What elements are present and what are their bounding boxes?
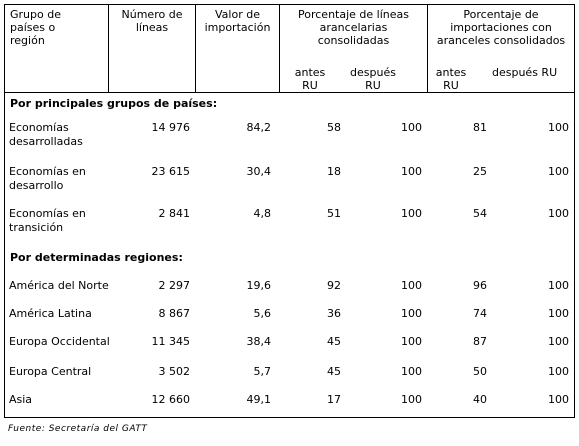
cell-value: 4,8 — [253, 207, 272, 220]
cell-lines-after: 100 — [401, 207, 422, 220]
header-divider — [427, 5, 428, 93]
header-divider — [195, 5, 196, 93]
header-pct-lines: Porcentaje de líneas arancelarias consol… — [298, 8, 409, 47]
cell-imports-after: 100 — [548, 335, 569, 348]
header-divider — [108, 5, 109, 93]
row-label: América del Norte — [9, 279, 109, 292]
cell-value: 30,4 — [246, 165, 272, 178]
header-value: Valor de importación — [204, 8, 271, 34]
cell-imports-before: 25 — [473, 165, 487, 178]
row-label: América Latina — [9, 307, 92, 320]
cell-value: 84,2 — [246, 121, 272, 134]
row-label: Economías desarrolladas — [9, 121, 83, 148]
cell-imports-before: 40 — [473, 393, 487, 406]
row-label: Economías en transición — [9, 207, 86, 234]
header-after: después RU — [350, 66, 396, 92]
cell-value: 5,6 — [253, 307, 272, 320]
cell-lines-before: 92 — [327, 279, 341, 292]
cell-lines: 11 345 — [151, 335, 191, 348]
cell-lines-after: 100 — [401, 121, 422, 134]
cell-lines-after: 100 — [401, 393, 422, 406]
cell-lines-after: 100 — [401, 279, 422, 292]
cell-lines-before: 45 — [327, 335, 341, 348]
section-title-regions: Por determinadas regiones: — [10, 251, 183, 264]
header-before-imports: antes RU — [435, 66, 467, 92]
header-pct-imports: Porcentaje de importaciones con arancele… — [436, 8, 566, 47]
row-label: Europa Central — [9, 365, 92, 378]
row-label: Economías en desarrollo — [9, 165, 86, 192]
header-divider — [279, 5, 280, 93]
cell-lines-after: 100 — [401, 365, 422, 378]
cell-imports-before: 74 — [473, 307, 487, 320]
header-group: Grupo de países o región — [10, 8, 61, 47]
cell-value: 49,1 — [246, 393, 272, 406]
cell-imports-after: 100 — [548, 165, 569, 178]
cell-lines-before: 36 — [327, 307, 341, 320]
cell-imports-after: 100 — [548, 365, 569, 378]
header-rule — [5, 92, 574, 93]
cell-value: 38,4 — [246, 335, 272, 348]
tariff-table: Grupo de países o región Número de línea… — [4, 4, 575, 418]
cell-lines: 2 297 — [158, 279, 191, 292]
cell-lines-after: 100 — [401, 165, 422, 178]
cell-lines: 8 867 — [158, 307, 191, 320]
cell-lines-before: 17 — [327, 393, 341, 406]
header-before: antes RU — [294, 66, 326, 92]
cell-lines: 14 976 — [151, 121, 191, 134]
row-label: Asia — [9, 393, 33, 406]
section-title-groups: Por principales grupos de países: — [10, 97, 218, 110]
cell-lines: 2 841 — [158, 207, 191, 220]
cell-lines: 12 660 — [151, 393, 191, 406]
cell-lines-after: 100 — [401, 307, 422, 320]
cell-imports-after: 100 — [548, 307, 569, 320]
cell-lines-before: 58 — [327, 121, 341, 134]
row-label: Europa Occidental — [9, 335, 110, 348]
cell-lines: 3 502 — [158, 365, 191, 378]
cell-imports-after: 100 — [548, 121, 569, 134]
cell-imports-after: 100 — [548, 279, 569, 292]
header-lines: Número de líneas — [121, 8, 183, 34]
cell-imports-before: 54 — [473, 207, 487, 220]
cell-value: 19,6 — [246, 279, 272, 292]
cell-imports-before: 96 — [473, 279, 487, 292]
header-after-imports: después RU — [492, 66, 558, 79]
cell-imports-before: 50 — [473, 365, 487, 378]
cell-lines: 23 615 — [151, 165, 191, 178]
cell-imports-before: 87 — [473, 335, 487, 348]
cell-lines-before: 18 — [327, 165, 341, 178]
cell-imports-after: 100 — [548, 207, 569, 220]
cell-imports-before: 81 — [473, 121, 487, 134]
source-note: Fuente: Secretaría del GATT — [8, 424, 148, 434]
cell-lines-before: 45 — [327, 365, 341, 378]
cell-lines-after: 100 — [401, 335, 422, 348]
cell-value: 5,7 — [253, 365, 272, 378]
cell-imports-after: 100 — [548, 393, 569, 406]
cell-lines-before: 51 — [327, 207, 341, 220]
